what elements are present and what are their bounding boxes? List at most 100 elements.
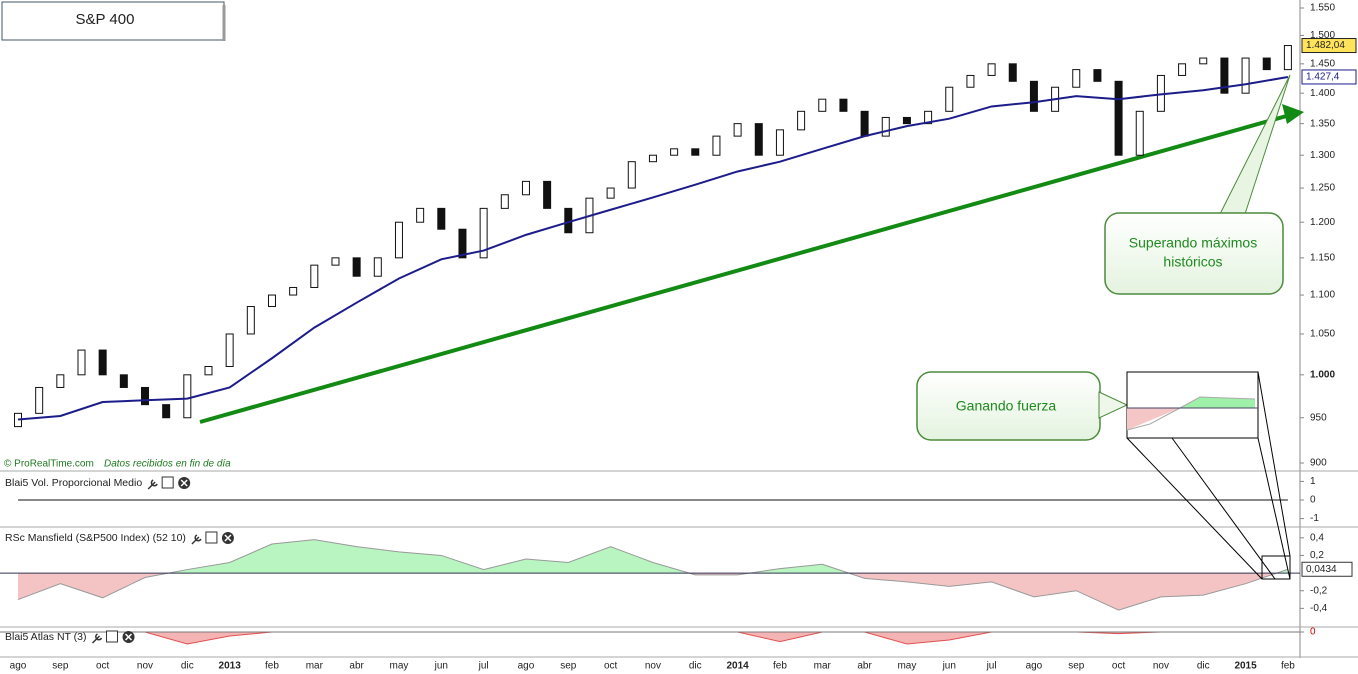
panel-title: Blai5 Atlas NT (3) xyxy=(5,631,87,643)
icon-settings[interactable] xyxy=(191,534,202,545)
price-tag-label: 1.427,4 xyxy=(1306,72,1340,83)
candle xyxy=(246,306,255,335)
y-tick-label: 900 xyxy=(1310,458,1327,469)
y-tick-label: -1 xyxy=(1310,513,1319,524)
candle xyxy=(373,257,382,277)
icon-window[interactable] xyxy=(106,630,119,643)
indicator-area-neg xyxy=(18,573,1288,611)
candle xyxy=(458,228,467,259)
price-tag xyxy=(1301,69,1357,85)
callout-text: Superando máximos xyxy=(1129,235,1257,251)
x-tick-label: feb xyxy=(1281,661,1295,672)
icon-close-x xyxy=(224,534,232,542)
icon-window[interactable] xyxy=(161,476,174,489)
candle xyxy=(1029,80,1038,112)
candle xyxy=(225,333,234,367)
x-tick-label: mar xyxy=(306,661,324,672)
x-tick-label: oct xyxy=(1112,661,1126,672)
y-tick-label: 0 xyxy=(1310,495,1316,506)
x-tick-label: mar xyxy=(814,661,832,672)
candle xyxy=(606,187,615,199)
x-tick-label: sep xyxy=(52,661,69,672)
candle xyxy=(352,257,361,277)
callout-mid xyxy=(916,371,1129,441)
candle xyxy=(543,180,552,209)
callout-text: históricos xyxy=(1163,254,1222,270)
y-tick-label: 950 xyxy=(1310,412,1327,423)
candle xyxy=(648,154,657,163)
y-tick-label: -0,2 xyxy=(1310,585,1328,596)
indicator-line xyxy=(17,539,1289,611)
candle xyxy=(162,404,171,419)
x-tick-label: jul xyxy=(478,661,489,672)
icon-settings[interactable] xyxy=(91,633,103,644)
candle xyxy=(754,123,763,156)
candle xyxy=(394,221,403,259)
x-tick-label: dic xyxy=(1197,661,1210,672)
x-tick-label: 2015 xyxy=(1234,661,1257,672)
candle xyxy=(1135,110,1144,156)
x-tick-label: dic xyxy=(181,661,194,672)
x-tick-label: nov xyxy=(645,661,661,672)
x-tick-label: 2014 xyxy=(726,661,749,672)
x-tick-label: 2013 xyxy=(219,661,242,672)
credit: © ProRealTime.com xyxy=(4,459,94,470)
candle xyxy=(1220,57,1229,94)
panel-title: Blai5 Vol. Proporcional Medio xyxy=(5,477,142,489)
candle xyxy=(1072,69,1081,88)
y-tick-label: 0 xyxy=(1310,627,1316,638)
y-tick-label: -0,4 xyxy=(1310,603,1328,614)
x-tick-label: feb xyxy=(265,661,279,672)
icon-close-x xyxy=(180,479,188,487)
candle xyxy=(860,110,869,137)
candle xyxy=(183,374,192,419)
y-tick-label: 1 xyxy=(1310,476,1316,487)
x-tick-label: jun xyxy=(434,661,448,672)
title-box xyxy=(1,1,226,41)
candle xyxy=(627,161,636,189)
candle xyxy=(775,129,784,156)
candle xyxy=(77,349,86,376)
candle xyxy=(1241,57,1250,94)
candle xyxy=(966,74,975,88)
candle xyxy=(839,98,848,112)
candle xyxy=(56,374,65,388)
candle xyxy=(1199,57,1208,65)
candle xyxy=(733,123,742,137)
note: Datos recibidos en fin de día xyxy=(104,459,231,470)
candle xyxy=(35,386,44,414)
x-tick-label: oct xyxy=(96,661,110,672)
callout-top xyxy=(1104,74,1291,295)
icon-settings[interactable] xyxy=(147,479,158,490)
candle xyxy=(881,116,890,137)
candle xyxy=(818,98,827,112)
moving-average xyxy=(17,75,1289,421)
y-tick-label: 1.150 xyxy=(1310,252,1335,263)
y-tick-label: 1.050 xyxy=(1310,329,1335,340)
y-tick-label: 1.350 xyxy=(1310,118,1335,129)
indicator-area-pos xyxy=(168,539,1288,573)
candle xyxy=(437,207,446,230)
x-tick-label: ago xyxy=(10,661,27,672)
candle xyxy=(902,116,911,125)
price-tag-label: 0,0434 xyxy=(1306,564,1337,575)
x-tick-label: abr xyxy=(349,661,364,672)
candle xyxy=(1262,57,1271,71)
candle xyxy=(119,374,128,388)
x-tick-label: sep xyxy=(1068,661,1085,672)
candle xyxy=(267,294,276,308)
candle xyxy=(924,110,933,125)
candle xyxy=(797,110,806,131)
candle xyxy=(1093,69,1102,82)
candle xyxy=(1283,45,1292,71)
icon-window[interactable] xyxy=(205,531,218,544)
x-tick-label: ago xyxy=(1026,661,1043,672)
candle xyxy=(1114,80,1123,156)
y-tick-label: 1.250 xyxy=(1310,183,1335,194)
y-tick-label: 1.450 xyxy=(1310,58,1335,69)
y-tick-label: 1.400 xyxy=(1310,88,1335,99)
y-tick-label: 0,2 xyxy=(1310,550,1324,561)
price-tag-label: 1.482,04 xyxy=(1306,40,1345,51)
x-tick-label: ago xyxy=(518,661,535,672)
